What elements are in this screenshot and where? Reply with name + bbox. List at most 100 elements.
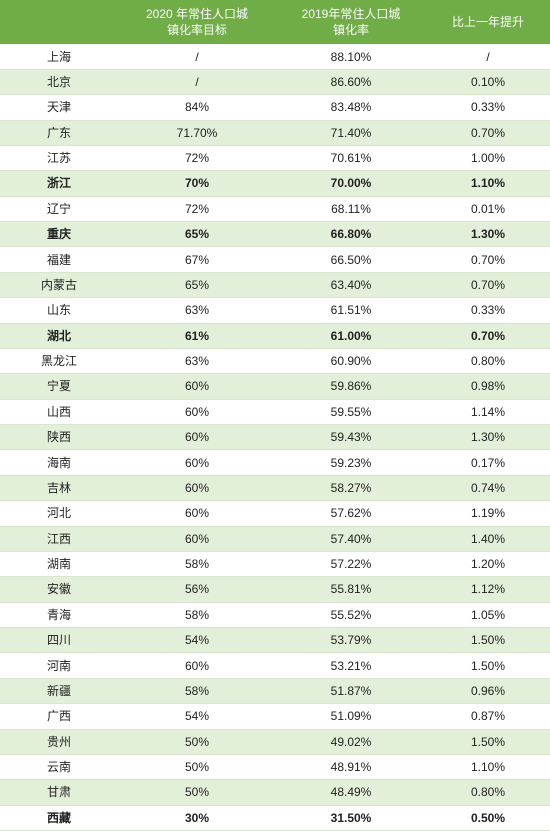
cell-province: 湖南 <box>0 551 118 576</box>
cell-target2020: 67% <box>118 247 276 272</box>
cell-target2020: 58% <box>118 678 276 703</box>
cell-target2020: 50% <box>118 754 276 779</box>
cell-increase: 0.87% <box>426 704 550 729</box>
cell-province: 新疆 <box>0 678 118 703</box>
table-row: 新疆58%51.87%0.96% <box>0 678 550 703</box>
cell-increase: 0.70% <box>426 247 550 272</box>
cell-target2020: 60% <box>118 526 276 551</box>
cell-increase: 0.01% <box>426 196 550 221</box>
col-increase: 比上一年提升 <box>426 0 550 44</box>
cell-increase: 1.50% <box>426 628 550 653</box>
cell-increase: 0.33% <box>426 298 550 323</box>
cell-rate2019: 59.55% <box>276 399 426 424</box>
cell-target2020: 60% <box>118 374 276 399</box>
cell-target2020: 60% <box>118 653 276 678</box>
cell-increase: 0.80% <box>426 348 550 373</box>
cell-target2020: 70% <box>118 171 276 196</box>
cell-increase: 0.33% <box>426 95 550 120</box>
cell-target2020: 50% <box>118 729 276 754</box>
cell-target2020: 60% <box>118 399 276 424</box>
cell-increase: 0.70% <box>426 120 550 145</box>
table-row: 福建67%66.50%0.70% <box>0 247 550 272</box>
cell-province: 山东 <box>0 298 118 323</box>
table-row: 安徽56%55.81%1.12% <box>0 577 550 602</box>
table-body: 上海/88.10%/北京/86.60%0.10%天津84%83.48%0.33%… <box>0 44 550 830</box>
cell-rate2019: 53.79% <box>276 628 426 653</box>
cell-province: 云南 <box>0 754 118 779</box>
cell-increase: 1.10% <box>426 754 550 779</box>
cell-rate2019: 55.52% <box>276 602 426 627</box>
table-row: 青海58%55.52%1.05% <box>0 602 550 627</box>
cell-increase: / <box>426 44 550 69</box>
cell-province: 辽宁 <box>0 196 118 221</box>
cell-province: 江苏 <box>0 145 118 170</box>
cell-rate2019: 57.22% <box>276 551 426 576</box>
col-province <box>0 0 118 44</box>
table-row: 湖北61%61.00%0.70% <box>0 323 550 348</box>
cell-target2020: 60% <box>118 475 276 500</box>
cell-increase: 1.10% <box>426 171 550 196</box>
cell-province: 四川 <box>0 628 118 653</box>
cell-rate2019: 53.21% <box>276 653 426 678</box>
cell-increase: 1.20% <box>426 551 550 576</box>
cell-rate2019: 60.90% <box>276 348 426 373</box>
cell-target2020: 60% <box>118 501 276 526</box>
cell-increase: 0.80% <box>426 780 550 805</box>
cell-rate2019: 66.50% <box>276 247 426 272</box>
table-row: 贵州50%49.02%1.50% <box>0 729 550 754</box>
cell-target2020: 63% <box>118 348 276 373</box>
cell-province: 上海 <box>0 44 118 69</box>
cell-province: 内蒙古 <box>0 272 118 297</box>
table-row: 内蒙古65%63.40%0.70% <box>0 272 550 297</box>
cell-rate2019: 59.23% <box>276 450 426 475</box>
cell-province: 黑龙江 <box>0 348 118 373</box>
cell-increase: 1.30% <box>426 222 550 247</box>
cell-increase: 0.74% <box>426 475 550 500</box>
cell-rate2019: 57.62% <box>276 501 426 526</box>
cell-increase: 1.19% <box>426 501 550 526</box>
cell-province: 海南 <box>0 450 118 475</box>
cell-rate2019: 49.02% <box>276 729 426 754</box>
cell-target2020: / <box>118 44 276 69</box>
cell-target2020: / <box>118 69 276 94</box>
table-row: 甘肃50%48.49%0.80% <box>0 780 550 805</box>
cell-increase: 1.12% <box>426 577 550 602</box>
table-row: 山西60%59.55%1.14% <box>0 399 550 424</box>
cell-target2020: 30% <box>118 805 276 830</box>
cell-rate2019: 51.09% <box>276 704 426 729</box>
cell-target2020: 58% <box>118 602 276 627</box>
cell-province: 甘肃 <box>0 780 118 805</box>
cell-increase: 1.00% <box>426 145 550 170</box>
table-row: 西藏30%31.50%0.50% <box>0 805 550 830</box>
cell-province: 福建 <box>0 247 118 272</box>
cell-rate2019: 48.49% <box>276 780 426 805</box>
cell-province: 河南 <box>0 653 118 678</box>
cell-rate2019: 61.51% <box>276 298 426 323</box>
cell-rate2019: 88.10% <box>276 44 426 69</box>
cell-increase: 0.10% <box>426 69 550 94</box>
cell-province: 西藏 <box>0 805 118 830</box>
cell-rate2019: 31.50% <box>276 805 426 830</box>
cell-target2020: 50% <box>118 780 276 805</box>
cell-increase: 1.30% <box>426 425 550 450</box>
cell-province: 浙江 <box>0 171 118 196</box>
cell-rate2019: 51.87% <box>276 678 426 703</box>
cell-target2020: 60% <box>118 450 276 475</box>
col-target2020: 2020 年常住人口城镇化率目标 <box>118 0 276 44</box>
cell-province: 陕西 <box>0 425 118 450</box>
table-row: 广东71.70%71.40%0.70% <box>0 120 550 145</box>
cell-increase: 0.50% <box>426 805 550 830</box>
cell-target2020: 58% <box>118 551 276 576</box>
cell-target2020: 61% <box>118 323 276 348</box>
table-row: 广西54%51.09%0.87% <box>0 704 550 729</box>
table-row: 浙江70%70.00%1.10% <box>0 171 550 196</box>
cell-province: 广东 <box>0 120 118 145</box>
col-rate2019: 2019年常住人口城镇化率 <box>276 0 426 44</box>
table-row: 黑龙江63%60.90%0.80% <box>0 348 550 373</box>
cell-target2020: 72% <box>118 196 276 221</box>
table-row: 吉林60%58.27%0.74% <box>0 475 550 500</box>
table-row: 江西60%57.40%1.40% <box>0 526 550 551</box>
table-row: 湖南58%57.22%1.20% <box>0 551 550 576</box>
cell-province: 天津 <box>0 95 118 120</box>
cell-rate2019: 70.00% <box>276 171 426 196</box>
